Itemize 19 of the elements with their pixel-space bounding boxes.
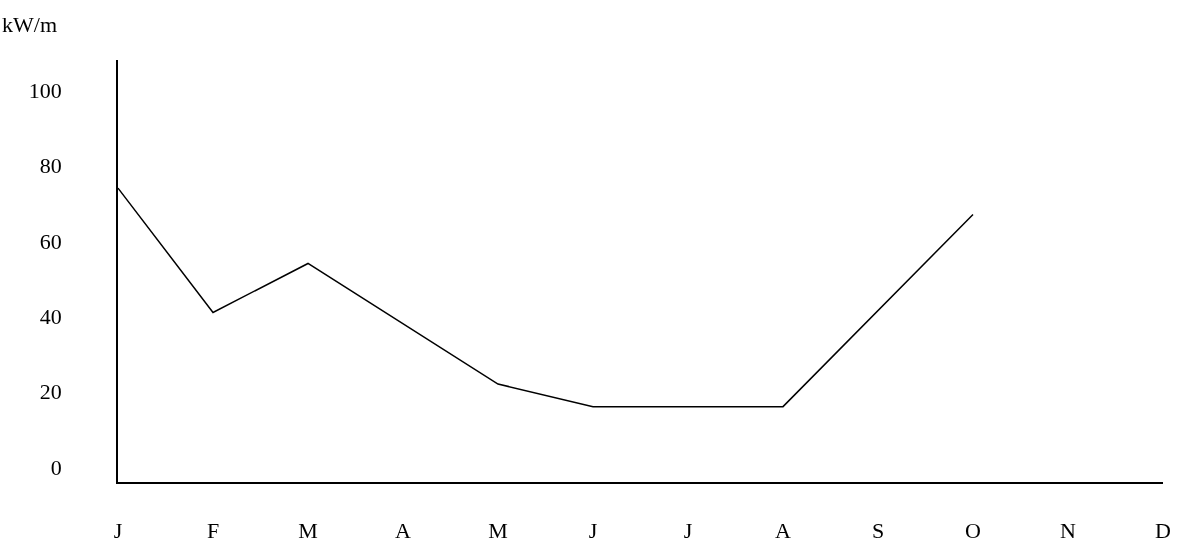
y-tick-label: 0 [50,454,62,480]
x-tick-label: M [488,518,508,544]
y-tick-label: 80 [39,153,62,179]
x-tick-label: N [1060,518,1077,544]
x-tick-label: D [1155,518,1171,544]
x-tick-label: A [395,518,412,544]
y-tick-label: 40 [39,303,62,329]
x-tick-label: J [113,518,123,544]
y-tick-label: 20 [39,379,62,405]
x-tick-label: O [965,518,981,544]
x-tick-label: F [206,518,220,544]
x-tick-label: J [683,518,693,544]
y-axis-title: kW/m [2,12,57,37]
x-tick-label: J [588,518,598,544]
x-tick-label: S [871,518,885,544]
x-tick-label: A [775,518,792,544]
y-tick-label: 100 [28,77,62,103]
x-tick-label: M [298,518,318,544]
y-tick-label: 60 [39,228,62,254]
